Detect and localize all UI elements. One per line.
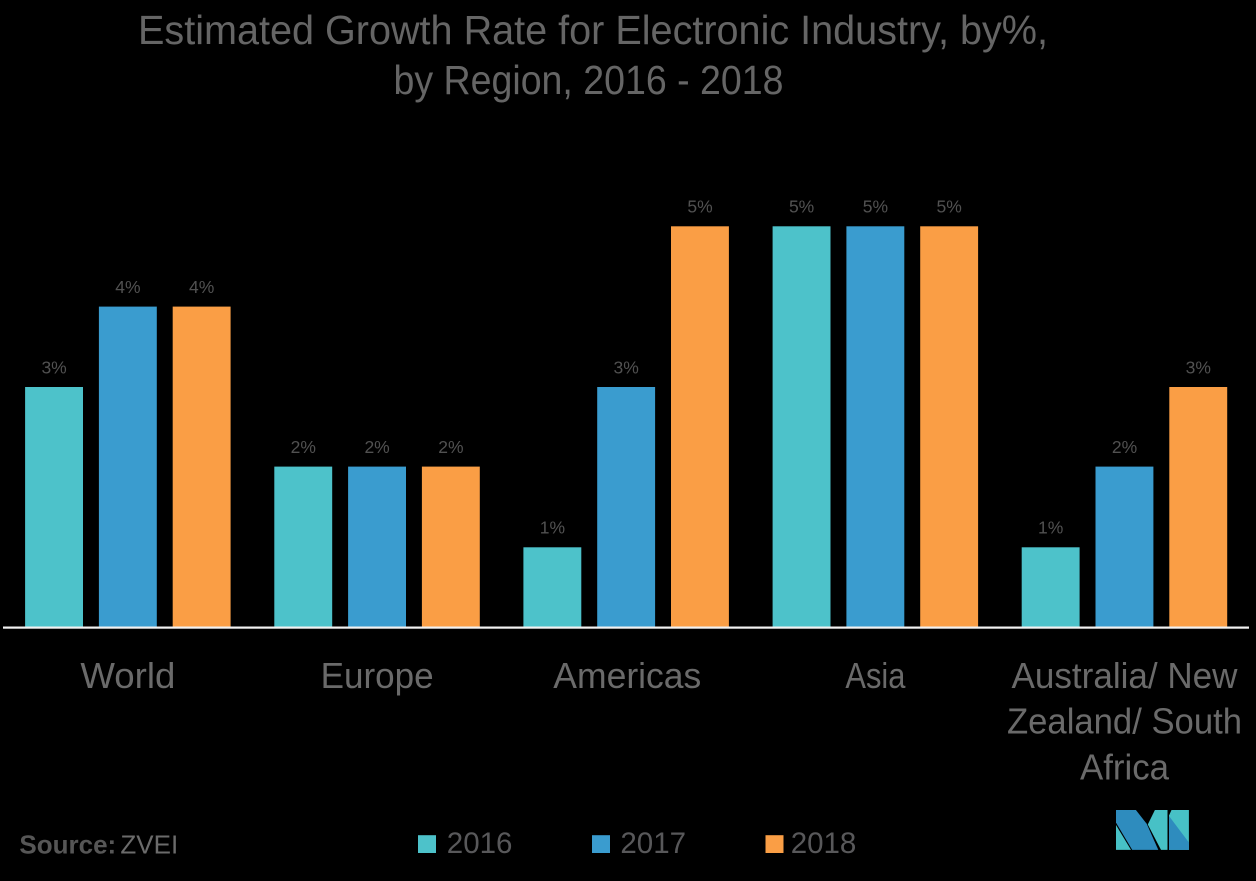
svg-text:2018: 2018 xyxy=(791,827,857,860)
svg-text:2016: 2016 xyxy=(447,827,513,860)
svg-text:Asia: Asia xyxy=(845,655,906,696)
svg-text:3%: 3% xyxy=(41,357,66,377)
svg-text:2%: 2% xyxy=(291,437,316,457)
svg-text:4%: 4% xyxy=(115,277,140,297)
svg-text:5%: 5% xyxy=(937,197,962,217)
svg-text:1%: 1% xyxy=(540,518,565,538)
svg-text:5%: 5% xyxy=(687,197,712,217)
svg-text:5%: 5% xyxy=(863,197,888,217)
svg-text:2%: 2% xyxy=(1112,437,1137,457)
svg-text:2%: 2% xyxy=(438,437,463,457)
svg-text:Africa: Africa xyxy=(1080,747,1170,788)
svg-text:2017: 2017 xyxy=(620,827,686,860)
svg-text:Zealand/ South: Zealand/ South xyxy=(1007,701,1242,742)
svg-text:Europe: Europe xyxy=(321,655,434,696)
svg-text:World: World xyxy=(80,655,175,696)
svg-text:3%: 3% xyxy=(1186,357,1211,377)
svg-text:3%: 3% xyxy=(614,357,639,377)
svg-text:4%: 4% xyxy=(189,277,214,297)
svg-text:Source:: Source: xyxy=(19,830,116,860)
svg-text:5%: 5% xyxy=(789,197,814,217)
svg-text:Estimated Growth Rate for Elec: Estimated Growth Rate for Electronic Ind… xyxy=(138,7,1048,53)
svg-text:1%: 1% xyxy=(1038,518,1063,538)
svg-text:Australia/ New: Australia/ New xyxy=(1012,655,1239,696)
svg-text:ZVEI: ZVEI xyxy=(120,830,178,860)
svg-text:by Region, 2016 - 2018: by Region, 2016 - 2018 xyxy=(394,57,784,103)
svg-text:Americas: Americas xyxy=(553,655,701,696)
svg-text:2%: 2% xyxy=(364,437,389,457)
